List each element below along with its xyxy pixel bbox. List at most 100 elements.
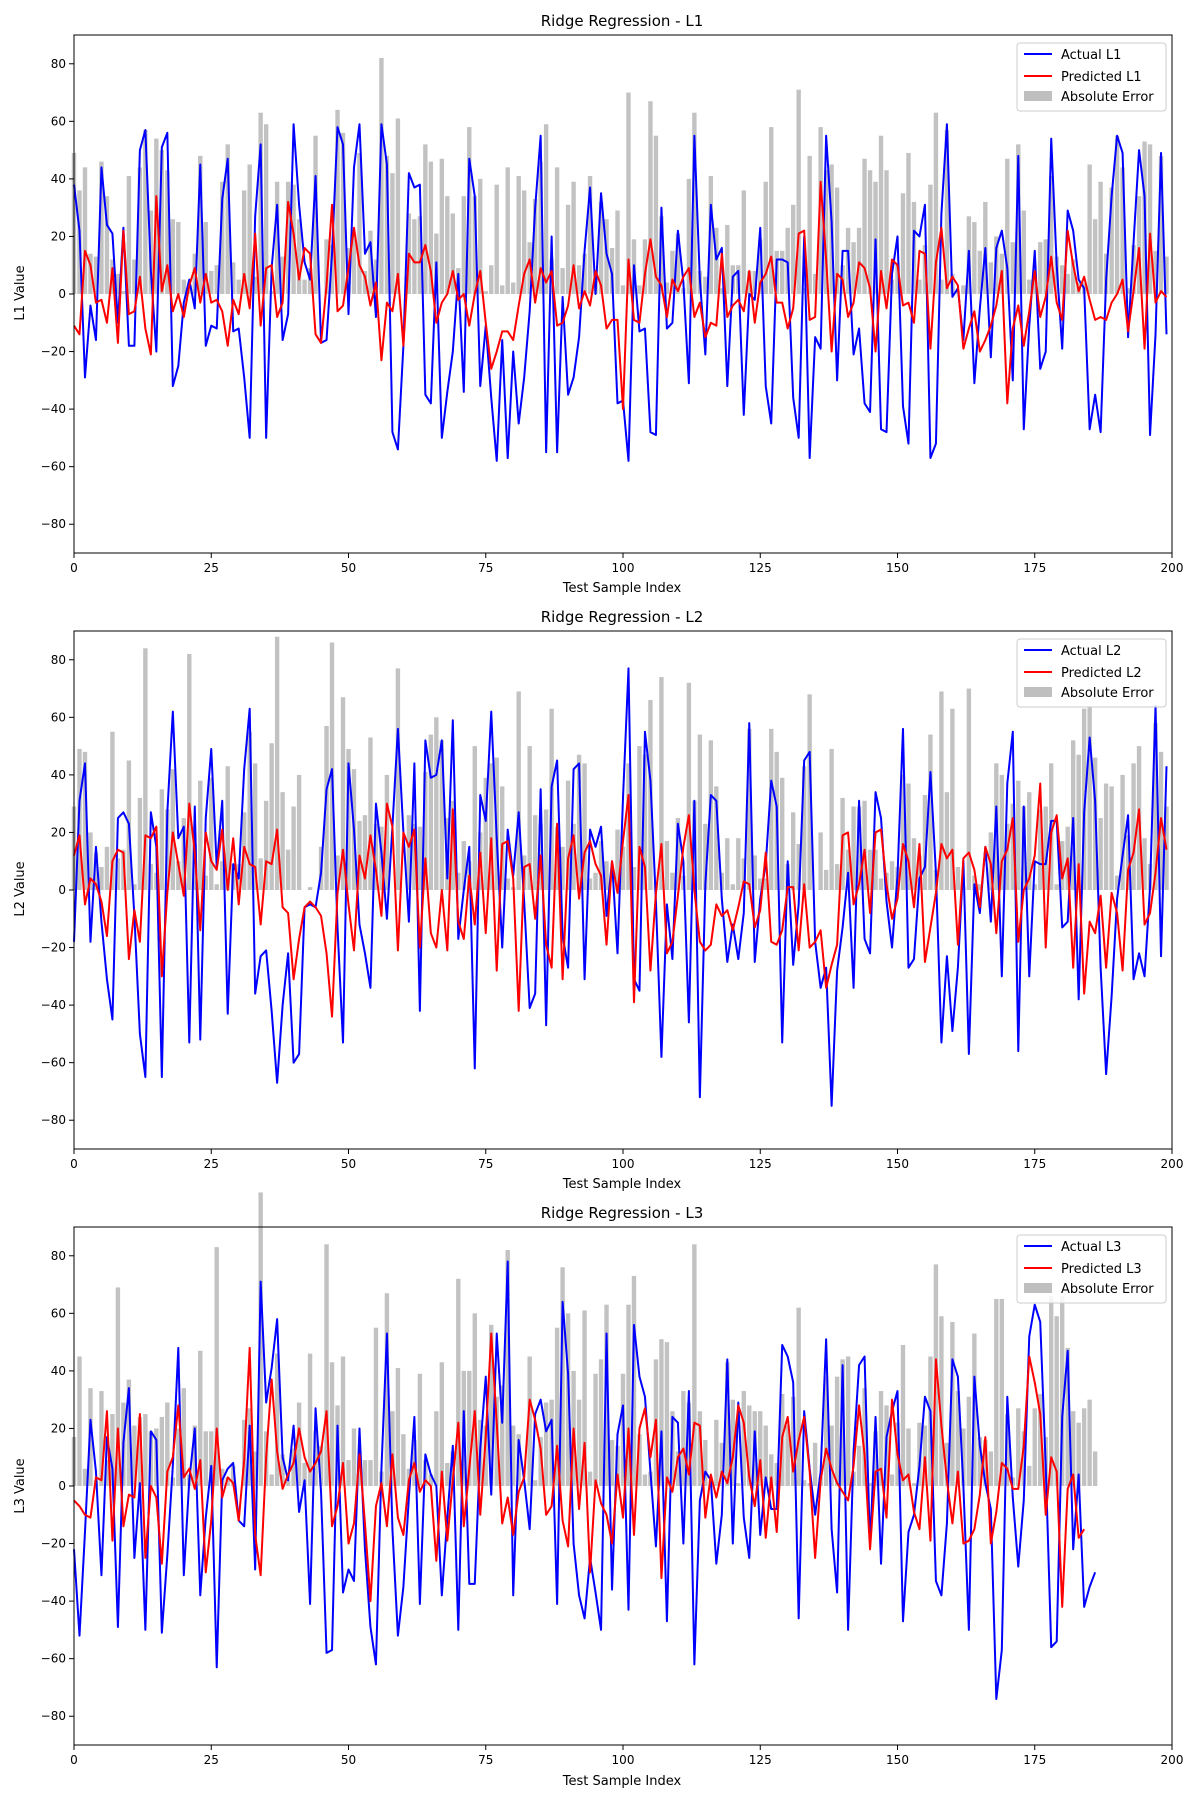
error-bar (93, 852, 99, 890)
error-bar (576, 1399, 582, 1486)
error-bar (428, 1474, 434, 1486)
error-bar (730, 884, 735, 890)
error-bar (285, 849, 291, 890)
legend-swatch-error (1024, 1283, 1052, 1293)
legend-swatch-error (1024, 91, 1052, 101)
error-bar (335, 855, 340, 890)
error-bar (994, 1298, 999, 1486)
error-bar (434, 1411, 439, 1486)
y-tick-label: −60 (41, 460, 66, 474)
error-bar (785, 227, 790, 294)
legend-label-error: Absolute Error (1061, 686, 1154, 701)
y-tick-label: 60 (51, 710, 66, 724)
error-bar (780, 250, 785, 294)
error-bar (917, 279, 922, 294)
error-bar (192, 843, 197, 890)
plot-area: 0 25 50 75 100 125 150 175 200 −80 −60 −40 −20 0 20 40 6… (41, 1192, 1183, 1767)
error-bar (532, 199, 538, 294)
error-bar (285, 181, 291, 294)
error-bar (659, 677, 664, 890)
error-bar (82, 751, 88, 890)
error-bar (368, 737, 373, 890)
error-bar (351, 233, 357, 294)
error-bar (867, 170, 873, 294)
error-bar (856, 1445, 862, 1486)
error-bar (505, 167, 510, 294)
error-bar (972, 875, 977, 890)
error-bar (1103, 783, 1109, 890)
plot-area: 0 25 50 75 100 125 150 175 200 −80 −60 −40 −20 0 20 40 6… (41, 630, 1183, 1171)
error-bar (686, 682, 692, 890)
error-bar (725, 838, 730, 890)
error-bar (752, 270, 757, 294)
error-bar (697, 734, 703, 890)
error-bar (747, 270, 752, 294)
error-bar (225, 1477, 230, 1486)
error-bar (873, 181, 878, 294)
error-bar (423, 144, 428, 294)
error-bar (966, 688, 972, 890)
error-bar (708, 176, 714, 294)
x-tick-label: 125 (749, 561, 772, 575)
error-bar (143, 129, 148, 294)
error-bar (511, 1425, 516, 1486)
error-bar (296, 774, 302, 890)
error-bar (159, 789, 165, 890)
error-bar (862, 1388, 867, 1486)
error-bar (906, 1428, 911, 1486)
error-bar (1038, 809, 1043, 890)
error-bar (939, 1316, 944, 1486)
error-bar (214, 265, 219, 294)
error-bar (77, 1356, 82, 1486)
error-bar (928, 734, 933, 890)
error-bar (1120, 774, 1125, 890)
y-tick-label: 40 (51, 172, 66, 186)
error-bar (692, 1244, 697, 1486)
error-bar (944, 792, 950, 890)
error-bar (1005, 823, 1010, 890)
error-bar (939, 691, 944, 890)
error-bar (428, 734, 434, 890)
error-bar (1109, 187, 1114, 294)
error-bar (812, 1442, 818, 1486)
error-bar (274, 636, 280, 890)
x-tick-label: 75 (478, 561, 493, 575)
error-bar (670, 872, 675, 890)
error-bar (143, 648, 148, 890)
error-bar (697, 1411, 703, 1486)
error-bar (856, 806, 862, 890)
error-bar (560, 1267, 565, 1486)
error-bar (478, 178, 483, 294)
error-bar (1065, 273, 1070, 294)
error-bar (489, 265, 494, 294)
error-bar (1010, 242, 1015, 294)
error-bar (247, 164, 252, 294)
error-bar (318, 1445, 324, 1486)
error-bar (203, 222, 208, 294)
error-bar (999, 1298, 1004, 1486)
error-bar (851, 806, 856, 890)
error-bar (335, 109, 340, 294)
error-bar (807, 155, 812, 294)
error-bar (774, 1462, 779, 1486)
error-bar (115, 858, 121, 890)
error-bar (1114, 875, 1120, 890)
error-bar (99, 866, 104, 890)
error-bar (505, 1250, 510, 1486)
error-bar (878, 1391, 884, 1486)
x-tick-label: 75 (478, 1157, 493, 1171)
error-bar (263, 800, 269, 890)
error-bar (598, 1359, 604, 1486)
error-bar (110, 731, 115, 890)
x-tick-label: 0 (70, 1157, 78, 1171)
error-bar (714, 1419, 719, 1486)
y-tick-label: 20 (51, 229, 66, 243)
x-tick-label: 150 (886, 1753, 909, 1767)
error-bar (1136, 196, 1142, 294)
error-bar (670, 250, 675, 294)
error-bar (796, 89, 801, 295)
y-tick-label: 0 (58, 287, 66, 301)
error-bar (873, 849, 878, 890)
error-bar (1092, 219, 1098, 294)
error-bar (747, 728, 752, 890)
